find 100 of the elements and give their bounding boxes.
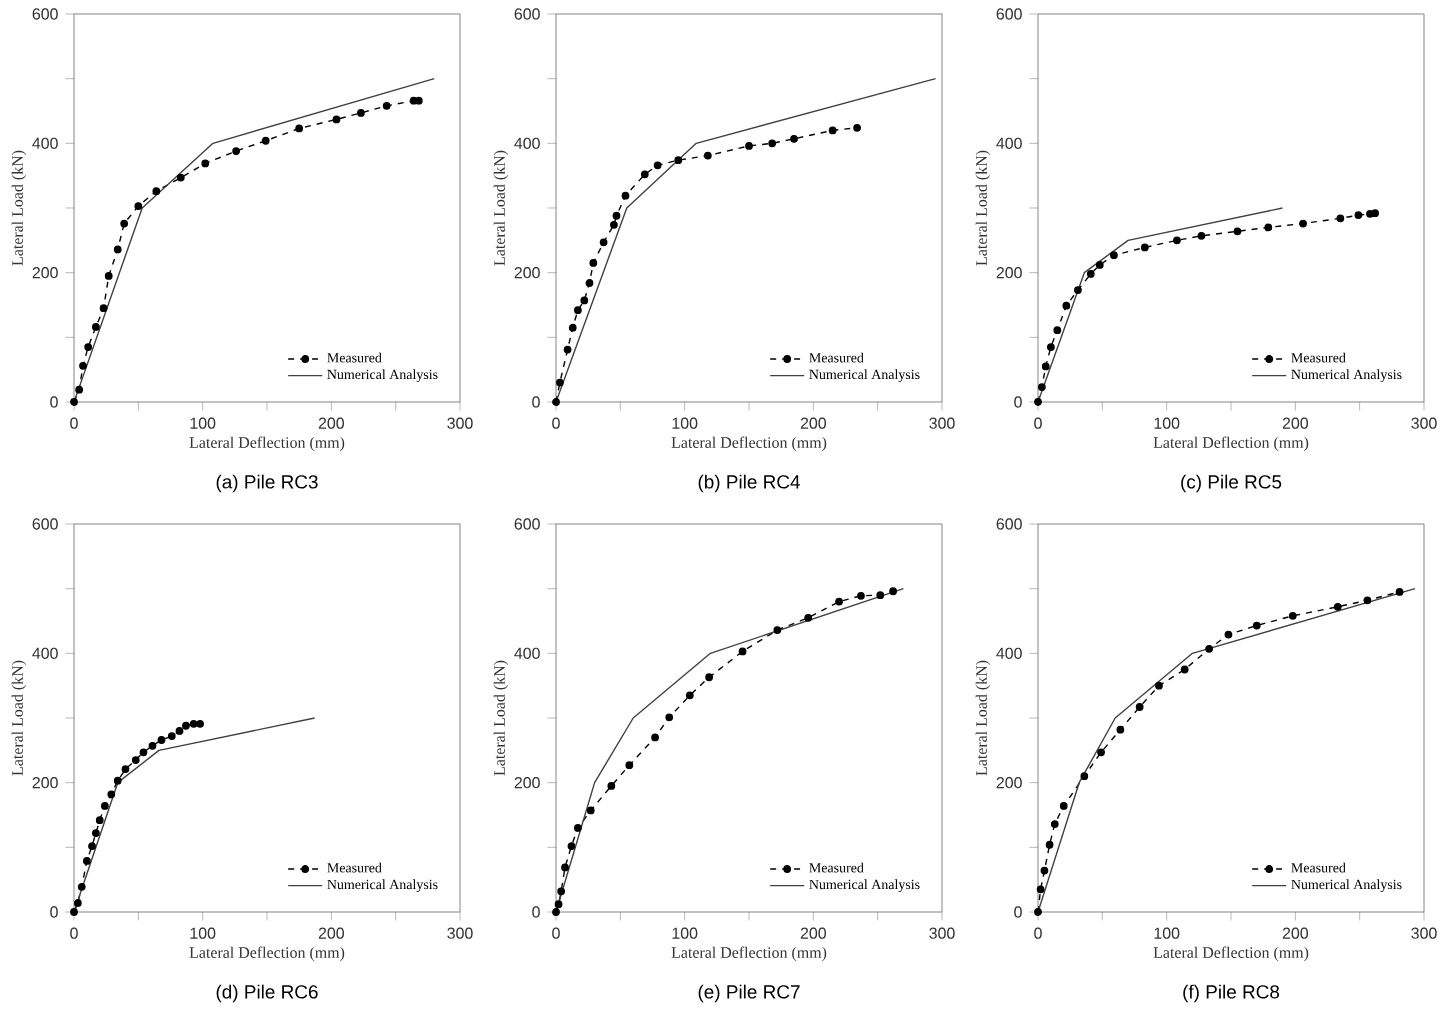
- point: [1041, 362, 1050, 371]
- point: [88, 842, 96, 850]
- point: [1264, 223, 1273, 232]
- point: [121, 765, 130, 773]
- point: [853, 123, 861, 132]
- point: [382, 101, 391, 110]
- point: [75, 385, 84, 394]
- point: [201, 159, 210, 168]
- point: [113, 245, 122, 254]
- point: [586, 806, 595, 815]
- point: [1074, 286, 1082, 294]
- point: [139, 748, 148, 757]
- point: [232, 147, 240, 155]
- point: [1036, 885, 1045, 894]
- point: [182, 721, 190, 730]
- point: [261, 136, 270, 145]
- point: [745, 142, 753, 150]
- point: [1140, 243, 1149, 252]
- point: [589, 259, 598, 267]
- point: [1395, 588, 1404, 596]
- point: [1045, 840, 1054, 849]
- point: [621, 191, 630, 200]
- point: [1110, 251, 1118, 260]
- point: [99, 304, 108, 313]
- point: [1180, 665, 1189, 674]
- point: [804, 613, 813, 622]
- point: [295, 124, 304, 133]
- point: [131, 756, 140, 764]
- point: [1086, 270, 1095, 278]
- point: [134, 202, 143, 210]
- point: [555, 378, 564, 387]
- point: [1050, 820, 1059, 828]
- point: [610, 220, 618, 229]
- point: [563, 345, 572, 354]
- point: [189, 719, 198, 728]
- point: [640, 170, 649, 179]
- point: [73, 899, 82, 907]
- text: (c) Pile RC5: [1181, 474, 1282, 493]
- point: [167, 732, 176, 740]
- point: [573, 824, 582, 832]
- point: [773, 626, 782, 634]
- point: [653, 161, 662, 170]
- point: [557, 887, 566, 896]
- point: [1333, 602, 1342, 611]
- point: [148, 741, 157, 750]
- point: [651, 733, 659, 742]
- point: [552, 908, 560, 916]
- point: [768, 139, 777, 148]
- point: [120, 219, 129, 228]
- point: [685, 691, 694, 700]
- point: [1059, 802, 1068, 810]
- text: (b) Pile RC4: [698, 474, 800, 493]
- point: [1354, 211, 1363, 219]
- point: [828, 126, 837, 135]
- point: [79, 361, 87, 370]
- point: [876, 591, 885, 600]
- point: [580, 296, 589, 305]
- point: [889, 587, 897, 596]
- point: [738, 647, 747, 656]
- point: [1197, 231, 1206, 240]
- point: [1173, 236, 1181, 245]
- point: [91, 829, 100, 837]
- point: [573, 306, 582, 315]
- point: [567, 842, 576, 850]
- point: [1336, 214, 1345, 223]
- point: [674, 156, 683, 165]
- point: [561, 863, 569, 872]
- point: [612, 211, 621, 220]
- point: [1034, 398, 1042, 406]
- point: [705, 673, 713, 682]
- point: [70, 908, 78, 916]
- point: [77, 882, 86, 891]
- point: [357, 109, 365, 117]
- point: [113, 776, 122, 785]
- point: [1252, 621, 1261, 630]
- point: [152, 187, 161, 196]
- point: [175, 727, 184, 735]
- point: [1135, 703, 1144, 711]
- point: [1034, 908, 1042, 916]
- point: [91, 323, 100, 331]
- point: [1062, 301, 1071, 310]
- point: [1233, 227, 1242, 236]
- point: [1037, 383, 1046, 391]
- point: [1046, 343, 1055, 351]
- point: [554, 900, 563, 909]
- point: [1288, 611, 1297, 620]
- point: [157, 736, 166, 744]
- point: [568, 323, 577, 332]
- point: [1205, 644, 1214, 653]
- point: [332, 115, 341, 124]
- text: (d) Pile RC6: [216, 984, 318, 1003]
- point: [1095, 261, 1104, 269]
- point: [1116, 725, 1125, 734]
- point: [1097, 748, 1105, 757]
- point: [1299, 219, 1307, 228]
- point: [665, 713, 674, 722]
- point: [835, 597, 843, 606]
- text: (a) Pile RC3: [216, 474, 318, 493]
- point: [82, 857, 91, 865]
- text: (e) Pile RC7: [698, 984, 800, 1003]
